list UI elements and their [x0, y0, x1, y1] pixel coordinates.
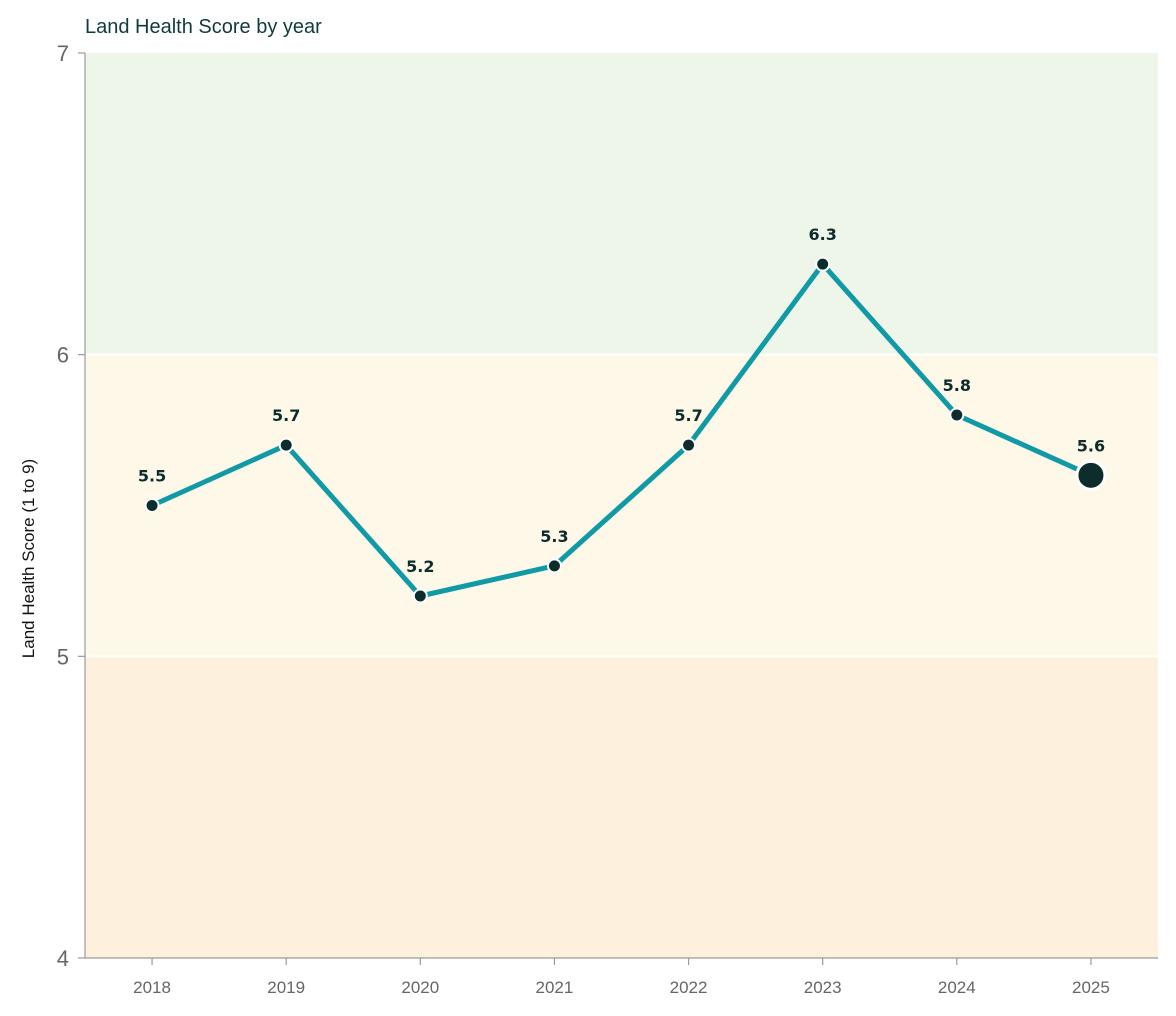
background-band-2	[85, 656, 1158, 958]
data-labels: 5.5 5.7 5.2 5.3 5.7 6.3 5.8 5.6	[138, 225, 1105, 576]
x-tick-label: 2018	[133, 978, 171, 997]
y-axis-ticks: 4 5 6 7	[57, 41, 85, 971]
y-axis-title: Land Health Score (1 to 9)	[19, 459, 38, 658]
data-label: 5.7	[272, 406, 300, 425]
data-label: 5.6	[1077, 436, 1105, 455]
data-point	[278, 437, 294, 453]
data-label: 5.8	[943, 376, 971, 395]
x-tick-label: 2019	[267, 978, 305, 997]
x-tick-label: 2024	[938, 978, 976, 997]
data-label: 5.5	[138, 467, 166, 486]
data-label: 6.3	[809, 225, 837, 244]
y-tick-label: 5	[57, 644, 69, 669]
series-line	[149, 261, 1094, 599]
x-axis-ticks: 2018 2019 2020 2021 2022 2023 2024 2025	[133, 958, 1110, 997]
data-label: 5.2	[406, 557, 434, 576]
background-band-0	[85, 53, 1158, 355]
axes	[84, 53, 1158, 959]
data-label: 5.3	[540, 527, 568, 546]
x-tick-label: 2025	[1072, 978, 1110, 997]
y-tick-label: 7	[57, 41, 69, 66]
data-points	[144, 256, 1107, 604]
x-tick-label: 2022	[670, 978, 708, 997]
y-tick-label: 6	[57, 343, 69, 368]
x-tick-label: 2023	[804, 978, 842, 997]
data-point	[815, 256, 831, 272]
series-line-group	[149, 261, 1094, 599]
x-tick-label: 2021	[536, 978, 574, 997]
data-point	[144, 498, 160, 513]
data-point	[681, 437, 697, 453]
x-tick-label: 2020	[401, 978, 439, 997]
data-point	[949, 407, 965, 423]
y-tick-label: 4	[57, 946, 69, 971]
data-point	[412, 588, 428, 604]
data-point	[1075, 459, 1107, 491]
data-label: 5.7	[674, 406, 702, 425]
chart-title: Land Health Score by year	[85, 16, 322, 38]
data-point	[546, 558, 562, 574]
